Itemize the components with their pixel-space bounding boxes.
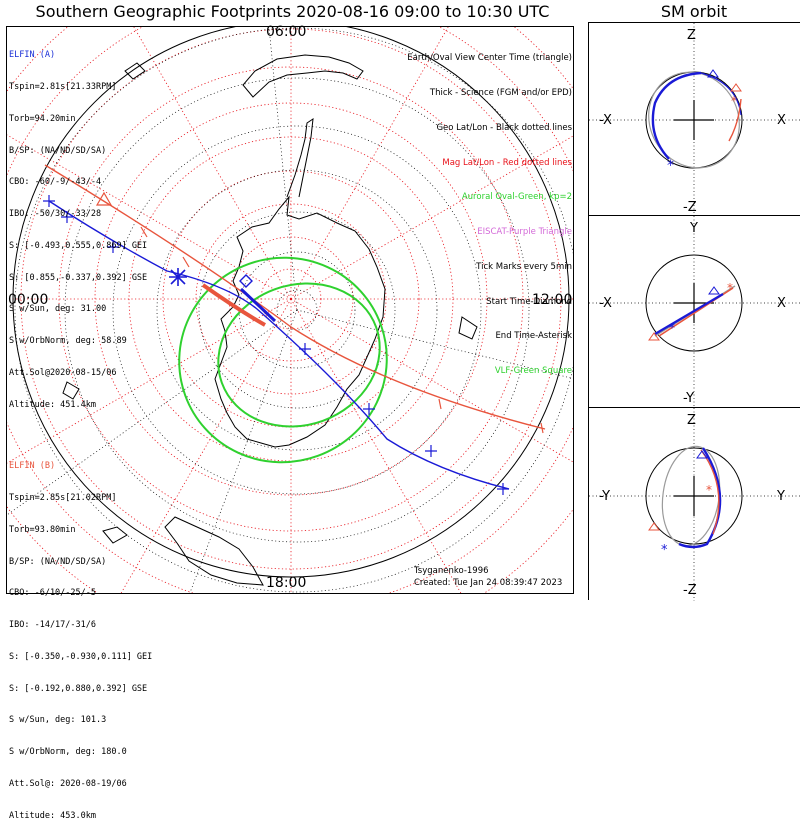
elfin-b-line: Altitude: 453.0km <box>9 810 96 821</box>
elfin-a-line: Altitude: 451.4km <box>9 399 96 410</box>
elfin-a-line: B/SP: (NA/ND/SD/SA) <box>9 145 107 156</box>
elfin-a-header: ELFIN (A) <box>9 50 56 61</box>
coastlines <box>62 54 478 586</box>
elfin-b-line: Att.Sol@: 2020-08-19/06 <box>9 779 127 789</box>
map-legend: Earth/Oval View Center Time (triangle) T… <box>407 30 572 389</box>
svg-text:*: * <box>731 94 737 108</box>
elfin-a-line: Tspin=2.81s[21.33RPM] <box>9 81 117 92</box>
legend-item: VLF-Green Square <box>494 366 572 377</box>
figure-title: Southern Geographic Footprints 2020-08-1… <box>35 2 550 21</box>
geo-grid <box>7 27 573 593</box>
elfin-b-line: Torb=93.80min <box>9 524 76 535</box>
axis-label: -Z <box>683 200 697 215</box>
legend-item: Mag Lat/Lon - Red dotted lines <box>442 157 572 168</box>
orbit-xz-plot: * * Z -Z -X X <box>589 23 800 215</box>
footprint-map <box>7 27 573 593</box>
elfin-b-line: B/SP: (NA/ND/SD/SA) <box>9 556 107 567</box>
legend-item: Thick - Science (FGM and/or EPD) <box>429 87 572 98</box>
svg-text:*: * <box>727 281 733 295</box>
footprint-map-frame <box>6 26 574 594</box>
elfin-b-line: CBO: -6/10/-25/-5 <box>9 588 96 599</box>
legend-item: Tick Marks every 5min <box>476 261 572 272</box>
elfin-b-footprint <box>44 164 546 434</box>
axis-label: Z <box>687 413 696 428</box>
elfin-b-line: IBO: -14/17/-31/6 <box>9 620 96 631</box>
elfin-a-line: S w/OrbNorm, deg: 58.89 <box>9 336 127 347</box>
orbit-panel-yz: * * Z -Z -Y Y <box>588 407 800 601</box>
legend-item: Start Time-Diamond <box>486 296 572 307</box>
axis-label: -X <box>599 113 612 128</box>
axis-label: X <box>777 296 786 311</box>
elfin-a-line: IBO: -50/30/-33/28 <box>9 209 102 220</box>
elfin-a-line: S: [0.855,-0.337,0.392] GSE <box>9 272 148 283</box>
model-credit: Tsyganenko-1996 <box>414 566 489 576</box>
elfin-a-footprint <box>43 195 510 495</box>
time-label-left: 00:00 <box>8 292 49 308</box>
orbit-panel-title: SM orbit <box>660 2 728 21</box>
legend-item: EISCAT-Purple Triangle <box>477 227 572 238</box>
elfin-a-line: S w/Sun, deg: 31.00 <box>9 304 107 315</box>
auroral-oval <box>178 256 388 464</box>
elfin-b-line: S: [-0.350,-0.930,0.111] GEI <box>9 651 153 662</box>
time-label-bottom: 18:00 <box>266 575 307 591</box>
view-horizon <box>12 27 570 578</box>
orbit-panel-xy: * * Y -Y -X X <box>588 215 800 407</box>
axis-label: -Y <box>683 391 694 406</box>
created-timestamp: Created: Tue Jan 24 08:39:47 2023 <box>414 578 563 588</box>
time-label-top: 06:00 <box>266 24 307 40</box>
elfin-a-line: S: [-0.493,0.555,0.869] GEI <box>9 240 148 251</box>
legend-item: Earth/Oval View Center Time (triangle) <box>407 53 572 64</box>
elfin-b-header: ELFIN (B) <box>9 461 56 472</box>
legend-item: End Time-Asterisk <box>495 331 572 342</box>
svg-text:*: * <box>669 321 675 335</box>
elfin-a-line: Att.Sol@2020-08-15/06 <box>9 368 117 378</box>
elfin-b-line: S w/OrbNorm, deg: 180.0 <box>9 747 127 758</box>
axis-label: -X <box>599 296 612 311</box>
elfin-b-line: S: [-0.192,0.880,0.392] GSE <box>9 683 148 694</box>
axis-label: Y <box>776 489 785 504</box>
svg-text:*: * <box>661 543 668 558</box>
elfin-a-line: CBO: -60/-9/-43/-4 <box>9 177 102 188</box>
elfin-a-line: Torb=94.20min <box>9 113 76 124</box>
axis-label: Y <box>689 221 698 236</box>
elfin-a-end-asterisk <box>169 268 187 286</box>
axis-label: -Z <box>683 583 697 598</box>
axis-label: -Y <box>599 489 610 504</box>
svg-text:*: * <box>667 158 674 174</box>
elfin-b-info: ELFIN (B) Tspin=2.85s[21.02RPM] Torb=93.… <box>9 440 152 832</box>
orbit-panel-xz: * * Z -Z -X X <box>588 22 800 215</box>
svg-text:*: * <box>706 483 712 497</box>
axis-label: X <box>777 113 786 128</box>
elfin-b-line: Tspin=2.85s[21.02RPM] <box>9 492 117 503</box>
elfin-a-info: ELFIN (A) Tspin=2.81s[21.33RPM] Torb=94.… <box>9 29 147 421</box>
time-label-right: 12:00 <box>532 292 573 308</box>
legend-item: Auroral Oval-Green, kp=2 <box>461 192 572 203</box>
axis-label: Z <box>687 28 696 43</box>
elfin-b-start-triangle <box>95 191 113 206</box>
legend-item: Geo Lat/Lon - Black dotted lines <box>436 122 572 133</box>
elfin-a-start-diamond <box>239 274 253 288</box>
elfin-b-line: S w/Sun, deg: 101.3 <box>9 715 107 726</box>
orbit-yz-plot: * * Z -Z -Y Y <box>589 408 800 601</box>
orbit-xy-plot: * * Y -Y -X X <box>589 216 800 407</box>
